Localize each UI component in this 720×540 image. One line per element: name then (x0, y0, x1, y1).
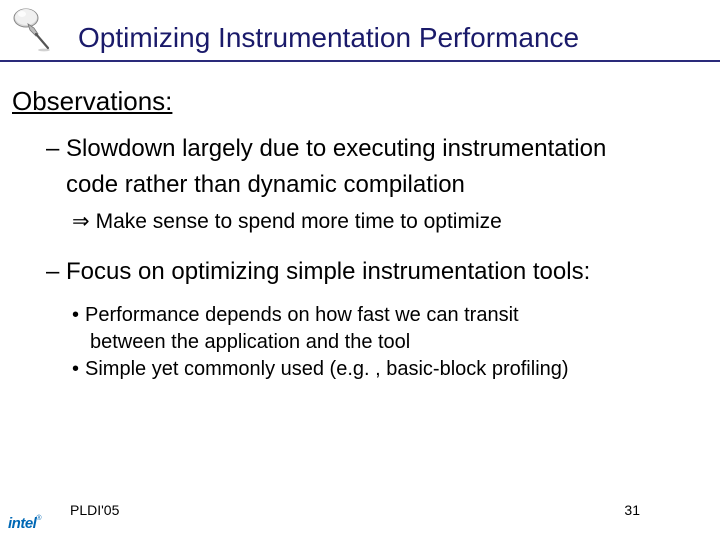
bullet-text: Make sense to spend more time to optimiz… (96, 210, 502, 233)
bullet-level-3: • Simple yet commonly used (e.g. , basic-… (72, 358, 690, 381)
bullet-text: – Slowdown largely due to executing inst… (46, 135, 606, 162)
bullet-continuation: code rather than dynamic compilation (66, 171, 690, 199)
dot-icon: • (72, 304, 79, 326)
slide: Optimizing Instrumentation Performance O… (0, 0, 720, 540)
section-heading: Observations: (12, 86, 690, 117)
footer-page-number: 31 (624, 502, 640, 518)
bullet-continuation: between the application and the tool (90, 331, 690, 354)
intel-logo-icon: intel® (8, 515, 41, 532)
bullet-text: Performance depends on how fast we can t… (85, 304, 519, 326)
dot-icon: • (72, 358, 79, 380)
bullet-level-3: • Performance depends on how fast we can … (72, 304, 690, 327)
arrow-icon: ⇒ (72, 210, 90, 233)
bullet-text: Simple yet commonly used (e.g. , basic-b… (85, 358, 569, 380)
pushpin-icon (8, 4, 56, 52)
content-area: Observations: – Slowdown largely due to … (0, 62, 720, 381)
slide-title: Optimizing Instrumentation Performance (78, 22, 690, 54)
bullet-level-1: – Slowdown largely due to executing inst… (46, 135, 690, 163)
bullet-level-2: ⇒ Make sense to spend more time to optimi… (72, 209, 690, 234)
footer-conference: PLDI'05 (70, 502, 119, 518)
title-row: Optimizing Instrumentation Performance (0, 0, 720, 54)
bullet-text: – Focus on optimizing simple instrumenta… (46, 258, 590, 285)
bullet-level-1: – Focus on optimizing simple instrumenta… (46, 258, 690, 286)
